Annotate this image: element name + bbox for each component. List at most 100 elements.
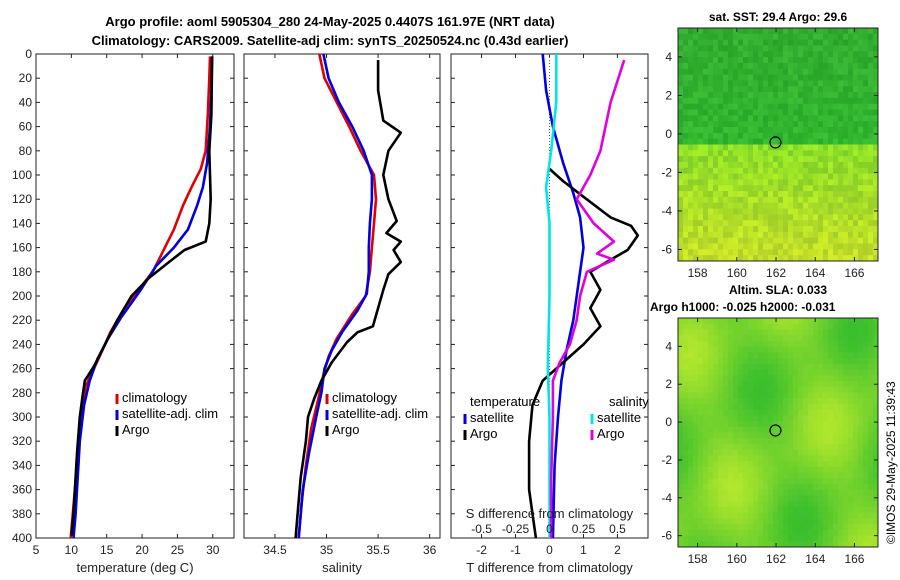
sst-map-cell <box>718 202 724 209</box>
sla-map-cell <box>838 529 844 536</box>
sst-map-cell <box>873 208 879 215</box>
sla-map-cell <box>683 392 689 399</box>
sla-map-cell <box>778 375 784 382</box>
sst-map-cell <box>848 243 854 250</box>
sst-map-cell <box>788 156 794 163</box>
sst-map-cell <box>738 185 744 192</box>
sst-map-cell <box>748 103 754 110</box>
sst-map-cell <box>783 208 789 215</box>
sst-map-cell <box>678 121 684 128</box>
sla-map-cell <box>793 363 799 370</box>
sst-map-cell <box>713 150 719 157</box>
sst-map-cell <box>858 68 864 76</box>
sst-map-cell <box>703 214 709 221</box>
sla-map-cell <box>743 518 749 525</box>
sla-map-cell <box>848 478 854 485</box>
sla-map-cell <box>763 335 769 342</box>
sla-map-cell <box>788 455 794 462</box>
sst-map-cell <box>728 115 734 122</box>
sla-map-cell <box>743 432 749 439</box>
sla-map-cell <box>758 495 764 502</box>
sla-map-cell <box>763 375 769 382</box>
sla-map-cell <box>793 340 799 348</box>
sst-map-cell <box>683 156 689 163</box>
sst-map-cell <box>823 57 829 64</box>
sla-map-cell <box>703 392 709 399</box>
sla-map-cell <box>873 512 879 519</box>
sst-map-cell <box>753 243 759 250</box>
sst-map-cell <box>703 196 709 204</box>
sst-map-cell <box>688 51 694 58</box>
sla-map-cell <box>803 495 809 502</box>
sst-map-cell <box>808 237 814 244</box>
sst-map-cell <box>683 115 689 122</box>
sst-map-cell <box>688 214 694 221</box>
sla-map-cell <box>843 415 849 422</box>
sst-map-cell <box>728 243 734 250</box>
sla-map-cell <box>793 415 799 422</box>
sst-map-cell <box>713 220 719 227</box>
sla-map-cell <box>863 541 869 548</box>
sla-map-cell <box>708 529 714 536</box>
sla-map-cell <box>868 518 874 525</box>
sst-map-cell <box>723 202 729 209</box>
sst-map-cell <box>678 80 684 87</box>
series-line-salinity-argo <box>549 59 626 538</box>
sla-map-cell <box>778 335 784 342</box>
sst-map-cell <box>713 86 719 93</box>
sst-map-cell <box>748 28 754 35</box>
sla-map-cell <box>703 466 709 473</box>
sst-map-cell <box>773 62 779 70</box>
sla-map-cell <box>828 352 834 359</box>
sst-map-cell <box>838 115 844 122</box>
sla-map-cell <box>688 455 694 462</box>
sst-map-cell <box>728 109 734 116</box>
sla-map-cell <box>743 375 749 382</box>
sla-map-cell <box>873 340 879 348</box>
sla-map-cell <box>728 472 734 479</box>
sst-map-cell <box>768 214 774 221</box>
sla-map-cell <box>708 329 714 336</box>
sla-map-cell <box>848 346 854 353</box>
sst-map-cell <box>863 74 869 81</box>
sla-map-cell <box>793 518 799 525</box>
sst-map-cell <box>688 167 694 175</box>
map-ytick-label: 4 <box>665 339 672 353</box>
sla-map-cell <box>743 466 749 473</box>
sst-map-cell <box>823 191 829 198</box>
sst-map-cell <box>713 255 719 262</box>
sst-map-cell <box>808 74 814 81</box>
sst-map-cell <box>858 62 864 70</box>
sla-map-cell <box>728 392 734 399</box>
sla-map-cell <box>743 398 749 405</box>
sla-map-cell <box>818 518 824 525</box>
sst-map-cell <box>833 51 839 58</box>
sst-map-cell <box>763 255 769 262</box>
sst-map-cell <box>868 57 874 64</box>
sla-map-cell <box>813 363 819 370</box>
sla-map-cell <box>783 398 789 405</box>
legend-entry: Argo <box>597 426 624 441</box>
sst-map-cell <box>738 138 744 145</box>
sla-map-cell <box>838 438 844 445</box>
sla-map-cell <box>738 415 744 422</box>
sst-map-cell <box>768 28 774 35</box>
sst-map-cell <box>703 150 709 157</box>
sla-map-cell <box>708 461 714 468</box>
sst-map-cell <box>823 249 829 256</box>
sst-map-cell <box>793 51 799 58</box>
sst-map-cell <box>863 231 869 239</box>
sla-map-cell <box>693 478 699 485</box>
sla-map-cell <box>738 478 744 485</box>
sst-map-cell <box>703 156 709 163</box>
sla-map-cell <box>843 438 849 445</box>
sla-map-cell <box>818 426 824 433</box>
sla-map-cell <box>853 524 859 531</box>
sst-map-cell <box>693 68 699 76</box>
sst-map-cell <box>833 196 839 204</box>
sst-map-cell <box>703 231 709 239</box>
sst-map-cell <box>853 86 859 93</box>
sst-map-cell <box>683 179 689 186</box>
sst-map-cell <box>693 226 699 233</box>
sst-map-cell <box>703 226 709 233</box>
